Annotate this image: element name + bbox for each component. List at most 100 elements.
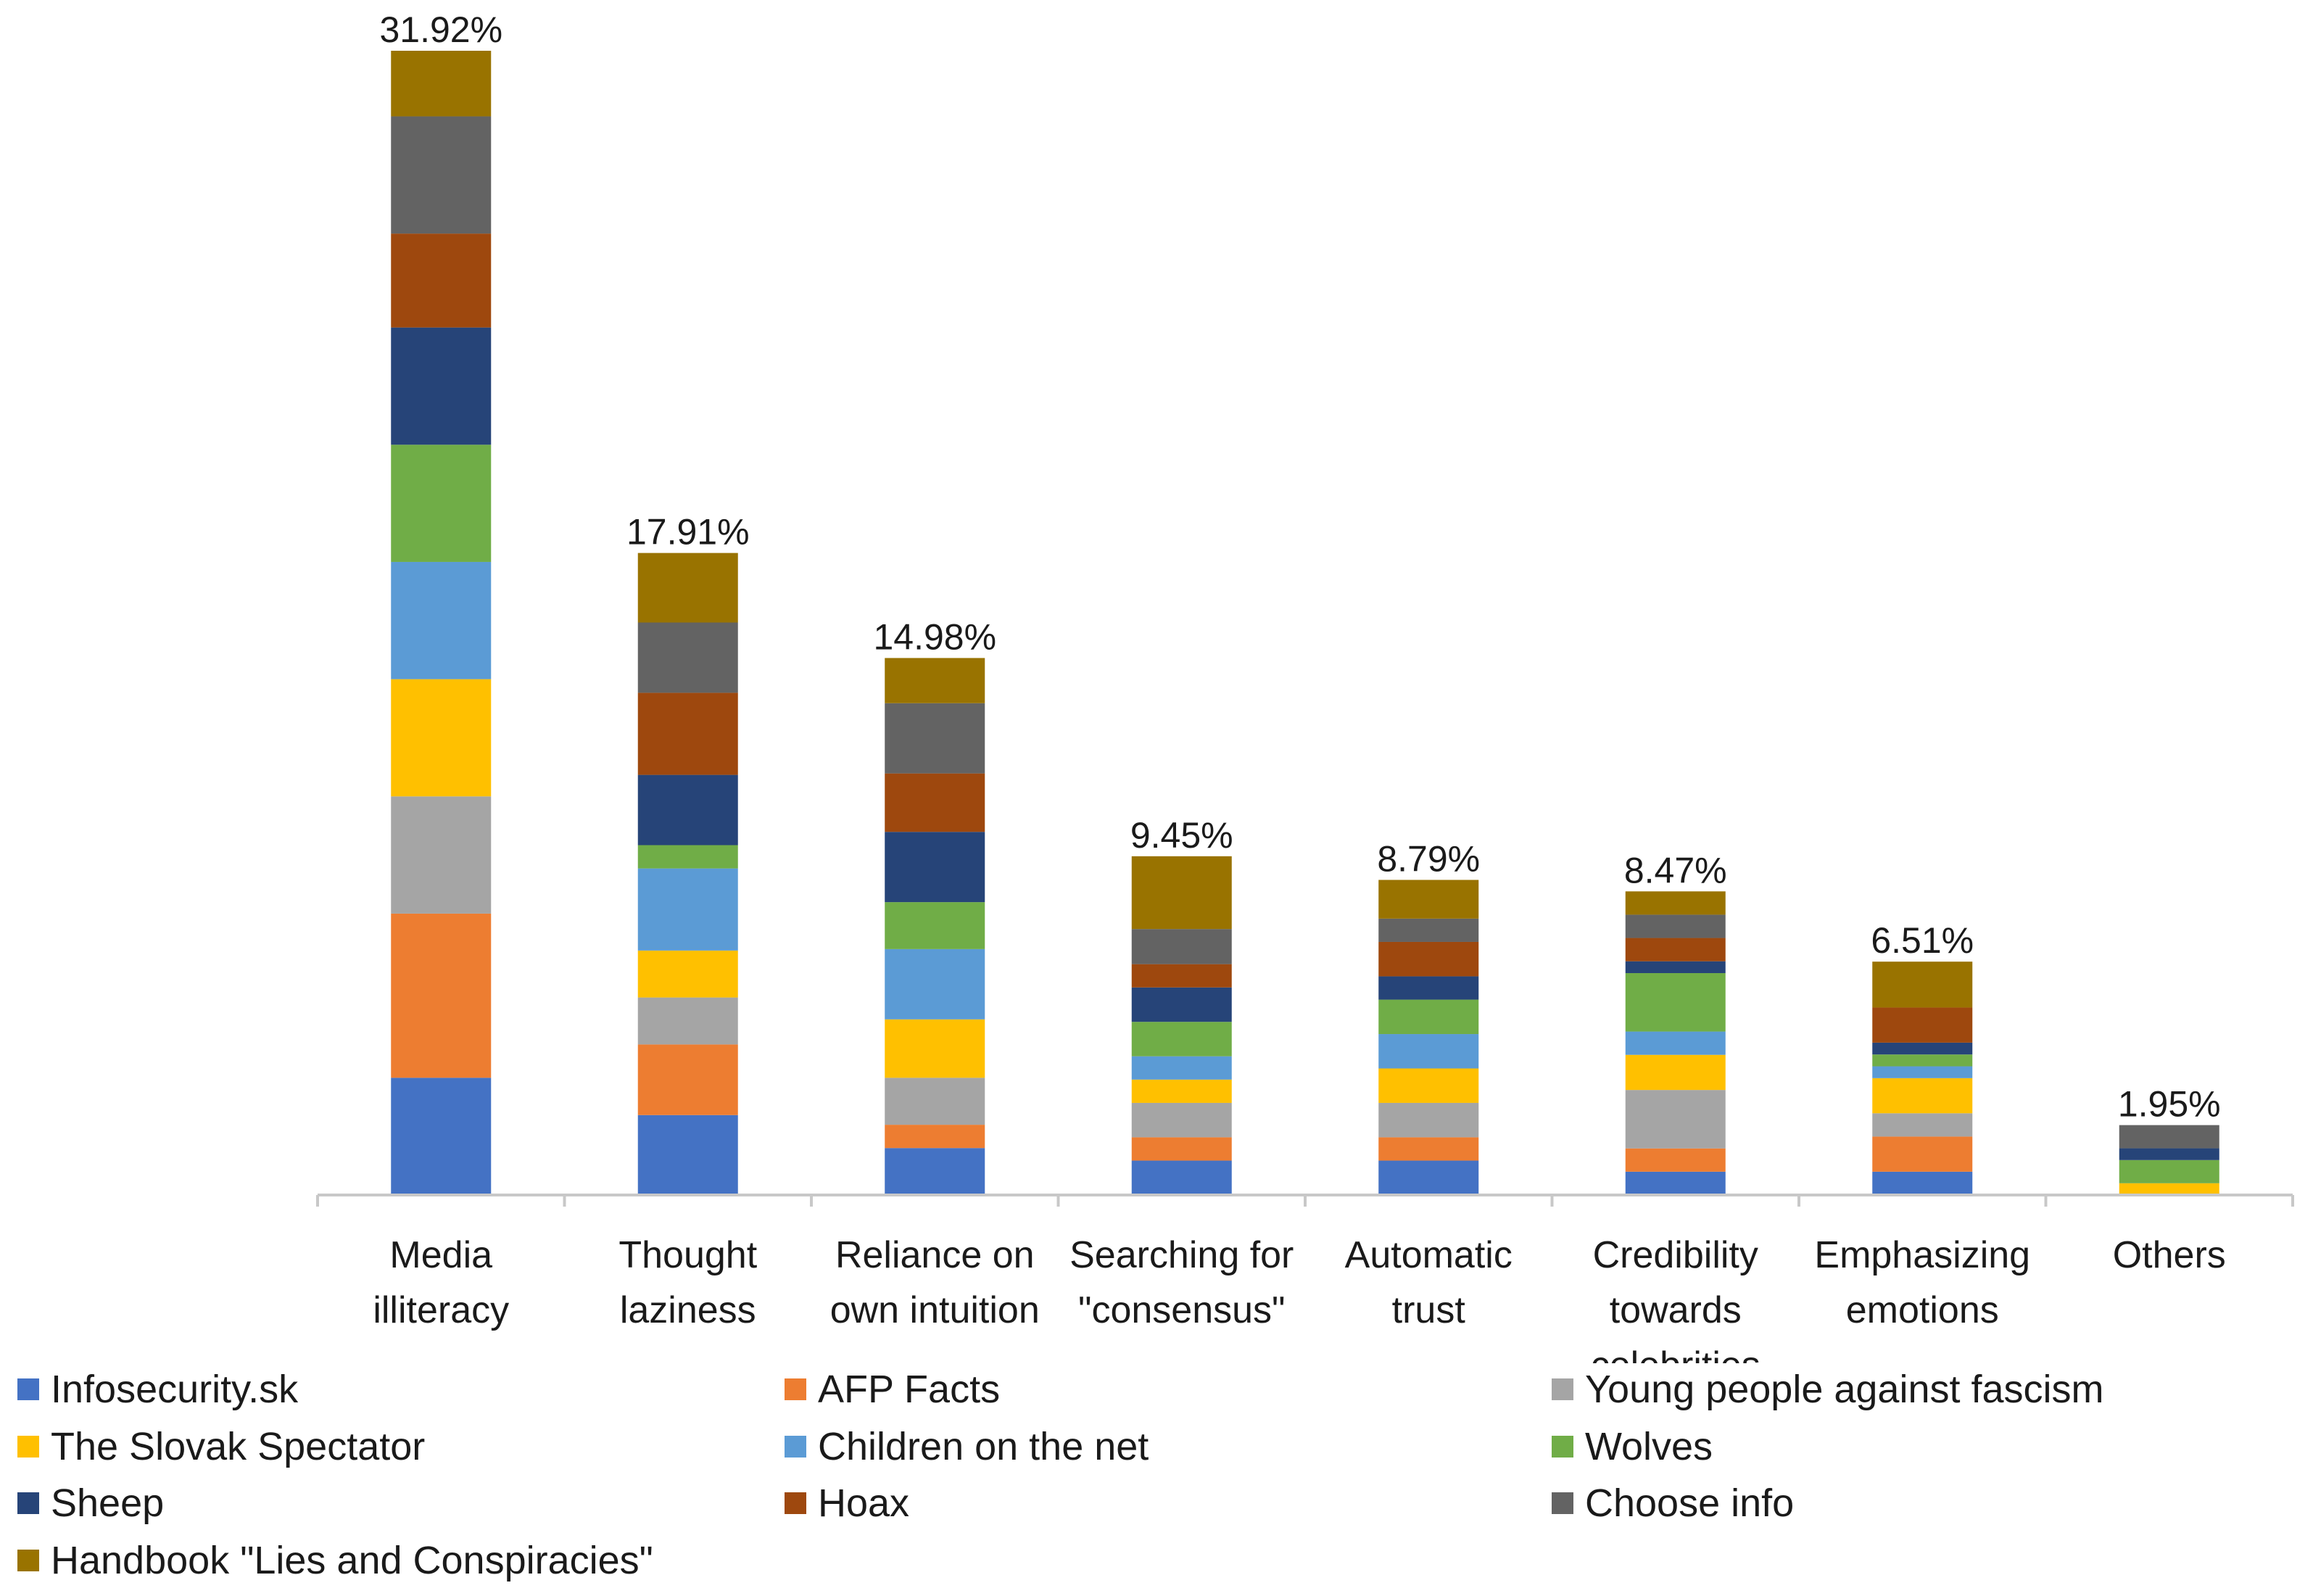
bar-segment <box>1378 1137 1479 1161</box>
legend-item: Hoax <box>785 1481 1552 1526</box>
bar-segment <box>885 658 985 703</box>
bar-segment <box>637 774 738 845</box>
legend: Infosecurity.sk AFP Facts Young people aga… <box>17 1367 2294 1584</box>
bar-segment <box>637 997 738 1045</box>
bar-segment <box>637 845 738 869</box>
bar-segment <box>1131 1102 1232 1138</box>
bar-segment <box>637 1115 738 1195</box>
x-axis-ticks <box>316 1195 2294 1207</box>
bar-segment <box>637 622 738 693</box>
category-label: Others <box>2113 1234 2226 1276</box>
bar-segment <box>1625 1031 1726 1055</box>
bar-segment <box>391 445 492 562</box>
bar-segment <box>1625 1090 1726 1149</box>
bar-segment <box>1625 1054 1726 1091</box>
legend-label: Hoax <box>818 1481 910 1525</box>
total-label: 17.91% <box>626 512 750 553</box>
bar-segment <box>2119 1148 2219 1160</box>
category-label: emotions <box>1846 1289 1999 1331</box>
legend-swatch <box>17 1378 39 1400</box>
category-label: Automatic <box>1345 1234 1513 1276</box>
total-label: 6.51% <box>1871 920 1974 961</box>
bar-segment <box>1625 891 1726 915</box>
total-label: 31.92% <box>379 9 502 50</box>
bar-segment <box>885 703 985 774</box>
bar-segment <box>1872 1078 1973 1114</box>
bar-segment <box>1131 1137 1232 1161</box>
legend-swatch <box>17 1549 39 1571</box>
legend-label: Choose info <box>1585 1481 1795 1525</box>
bar-segment <box>1872 1042 1973 1055</box>
legend-swatch <box>1552 1378 1573 1400</box>
legend-item: Infosecurity.sk <box>17 1367 785 1412</box>
bar-segment <box>1625 938 1726 962</box>
category-label: illiteracy <box>373 1289 509 1331</box>
total-label: 8.47% <box>1624 850 1727 890</box>
legend-label: Handbook "Lies and Conspiracies" <box>51 1538 653 1582</box>
category-label: Searching for <box>1069 1234 1294 1276</box>
bar-segment <box>391 327 492 445</box>
bar-segment <box>1625 972 1726 1032</box>
bar-segment <box>1378 880 1479 919</box>
category-label: "consensus" <box>1078 1289 1286 1331</box>
bar-segment <box>1131 1022 1232 1057</box>
bar-segment <box>1378 999 1479 1035</box>
bar-segment <box>1625 914 1726 938</box>
bar-segment <box>391 116 492 234</box>
bar-segment <box>637 553 738 623</box>
legend-label: The Slovak Spectator <box>51 1424 426 1468</box>
category-label: Thought <box>618 1234 757 1276</box>
legend-label: Children on the net <box>818 1424 1149 1468</box>
bar-segment <box>637 950 738 998</box>
bar-segment <box>1625 961 1726 973</box>
bar-segment <box>1872 1113 1973 1137</box>
bar-segment <box>637 1044 738 1115</box>
bar-segment <box>1378 1102 1479 1138</box>
bar-segment <box>1378 1160 1479 1195</box>
bar-segment <box>885 773 985 832</box>
bar-segment <box>885 1148 985 1195</box>
bar-segment <box>1131 964 1232 988</box>
legend-label: Wolves <box>1585 1424 1713 1468</box>
bar-segment <box>2119 1125 2219 1149</box>
legend-item: Choose info <box>1552 1481 2294 1526</box>
total-label: 9.45% <box>1130 815 1233 856</box>
total-label: 8.79% <box>1377 838 1480 879</box>
category-label: towards <box>1610 1289 1742 1331</box>
bar-segment <box>391 796 492 914</box>
category-label: laziness <box>620 1289 756 1331</box>
bar-segment <box>1378 1034 1479 1069</box>
bar-segment <box>885 902 985 949</box>
bar-segment <box>1131 1056 1232 1080</box>
legend-swatch <box>1552 1435 1573 1458</box>
legend-label: Infosecurity.sk <box>51 1368 299 1411</box>
bar-segment <box>1872 1136 1973 1172</box>
bar-segment <box>1378 941 1479 977</box>
bar-segment <box>1378 976 1479 1000</box>
bar-segment <box>1131 929 1232 964</box>
legend-item: AFP Facts <box>785 1367 1552 1412</box>
bar-segment <box>391 233 492 328</box>
bar-segment <box>391 51 492 117</box>
bar-segment <box>391 1078 492 1195</box>
legend-swatch <box>785 1435 806 1458</box>
category-label: own intuition <box>830 1289 1040 1331</box>
bars-layer <box>391 51 2219 1195</box>
bar-segment <box>1872 1171 1973 1195</box>
bar-segment <box>1872 1007 1973 1043</box>
bar-segment <box>2119 1159 2219 1183</box>
category-label: Media <box>389 1234 492 1276</box>
bar-segment <box>1131 1160 1232 1195</box>
bar-segment <box>391 913 492 1078</box>
bar-segment <box>1872 1054 1973 1067</box>
legend-swatch <box>785 1492 806 1514</box>
bar-segment <box>391 679 492 797</box>
legend-item: The Slovak Spectator <box>17 1424 785 1469</box>
category-label: trust <box>1392 1289 1466 1331</box>
bar-segment <box>1625 1148 1726 1172</box>
bar-segment <box>885 1078 985 1125</box>
bar-segment <box>1131 987 1232 1022</box>
legend-swatch <box>17 1435 39 1458</box>
bar-segment <box>1378 918 1479 942</box>
bar-segment <box>885 1125 985 1149</box>
